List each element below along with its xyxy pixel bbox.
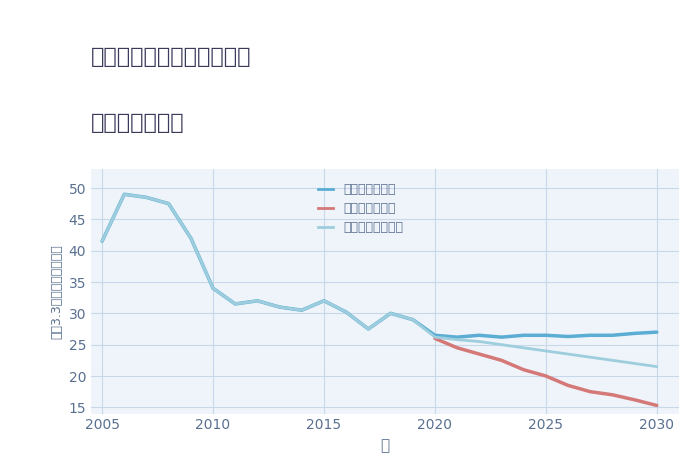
Y-axis label: 坪（3.3㎡）単価（万円）: 坪（3.3㎡）単価（万円）	[50, 244, 63, 339]
Text: 兵庫県姫路市香寺町溝口の: 兵庫県姫路市香寺町溝口の	[91, 47, 251, 67]
X-axis label: 年: 年	[380, 438, 390, 453]
Text: 土地の価格推移: 土地の価格推移	[91, 113, 185, 133]
Legend: グッドシナリオ, バッドシナリオ, ノーマルシナリオ: グッドシナリオ, バッドシナリオ, ノーマルシナリオ	[313, 178, 408, 239]
